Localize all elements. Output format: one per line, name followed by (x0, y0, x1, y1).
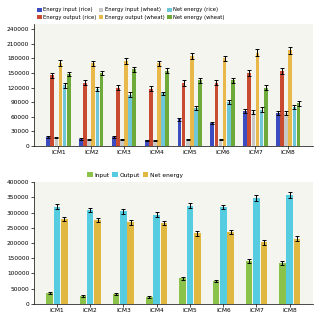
Bar (211, 123, 214, 146)
Bar (87, 210, 93, 304)
Bar (280, 71, 284, 146)
Bar (165, 71, 169, 146)
Bar (94, 220, 101, 304)
Bar (59, 63, 62, 146)
Bar (187, 206, 193, 304)
Bar (54, 207, 60, 304)
Bar (67, 74, 70, 146)
Bar (128, 95, 132, 146)
Bar (186, 139, 189, 146)
Bar (182, 83, 186, 146)
Bar (212, 281, 219, 304)
Bar (256, 52, 259, 146)
Bar (246, 261, 252, 304)
Bar (178, 119, 181, 146)
Bar (79, 139, 83, 146)
Bar (124, 61, 128, 146)
Bar (284, 113, 288, 146)
Bar (149, 89, 153, 146)
Bar (198, 80, 202, 146)
Bar (297, 103, 300, 146)
Bar (223, 59, 227, 146)
Bar (54, 137, 58, 146)
Bar (112, 137, 116, 146)
Bar (279, 263, 286, 304)
Bar (227, 232, 234, 304)
Bar (96, 89, 99, 146)
Bar (80, 296, 86, 304)
Bar (288, 50, 292, 146)
Bar (46, 137, 50, 146)
Bar (276, 113, 280, 146)
Bar (46, 293, 53, 304)
Bar (61, 219, 68, 304)
Bar (194, 108, 198, 146)
Bar (260, 109, 263, 146)
Bar (63, 85, 67, 146)
Legend: Energy input (rice), Energy output (rice), Energy input (wheat), Energy output (: Energy input (rice), Energy output (rice… (36, 7, 225, 20)
Bar (243, 111, 247, 146)
Bar (51, 76, 54, 146)
Bar (153, 141, 157, 146)
Bar (179, 278, 186, 304)
Bar (146, 297, 153, 304)
Bar (120, 139, 124, 146)
Bar (219, 139, 222, 146)
Legend: Input, Output, Net energy: Input, Output, Net energy (87, 172, 183, 178)
Bar (157, 63, 161, 146)
Bar (260, 242, 267, 304)
Bar (87, 139, 91, 146)
Bar (252, 112, 255, 146)
Bar (116, 88, 120, 146)
Bar (132, 69, 136, 146)
Bar (153, 214, 160, 304)
Bar (227, 102, 231, 146)
Bar (215, 83, 218, 146)
Bar (113, 294, 119, 304)
Bar (253, 198, 260, 304)
Bar (83, 83, 87, 146)
Bar (194, 233, 201, 304)
Bar (264, 88, 268, 146)
Bar (161, 223, 167, 304)
Bar (100, 73, 103, 146)
Bar (190, 56, 194, 146)
Bar (292, 107, 296, 146)
Bar (220, 207, 227, 304)
Bar (120, 212, 127, 304)
Bar (294, 238, 300, 304)
Bar (286, 195, 293, 304)
Bar (247, 73, 251, 146)
Bar (92, 63, 95, 146)
Bar (161, 93, 165, 146)
Bar (231, 80, 235, 146)
Bar (127, 222, 134, 304)
Bar (145, 140, 148, 146)
